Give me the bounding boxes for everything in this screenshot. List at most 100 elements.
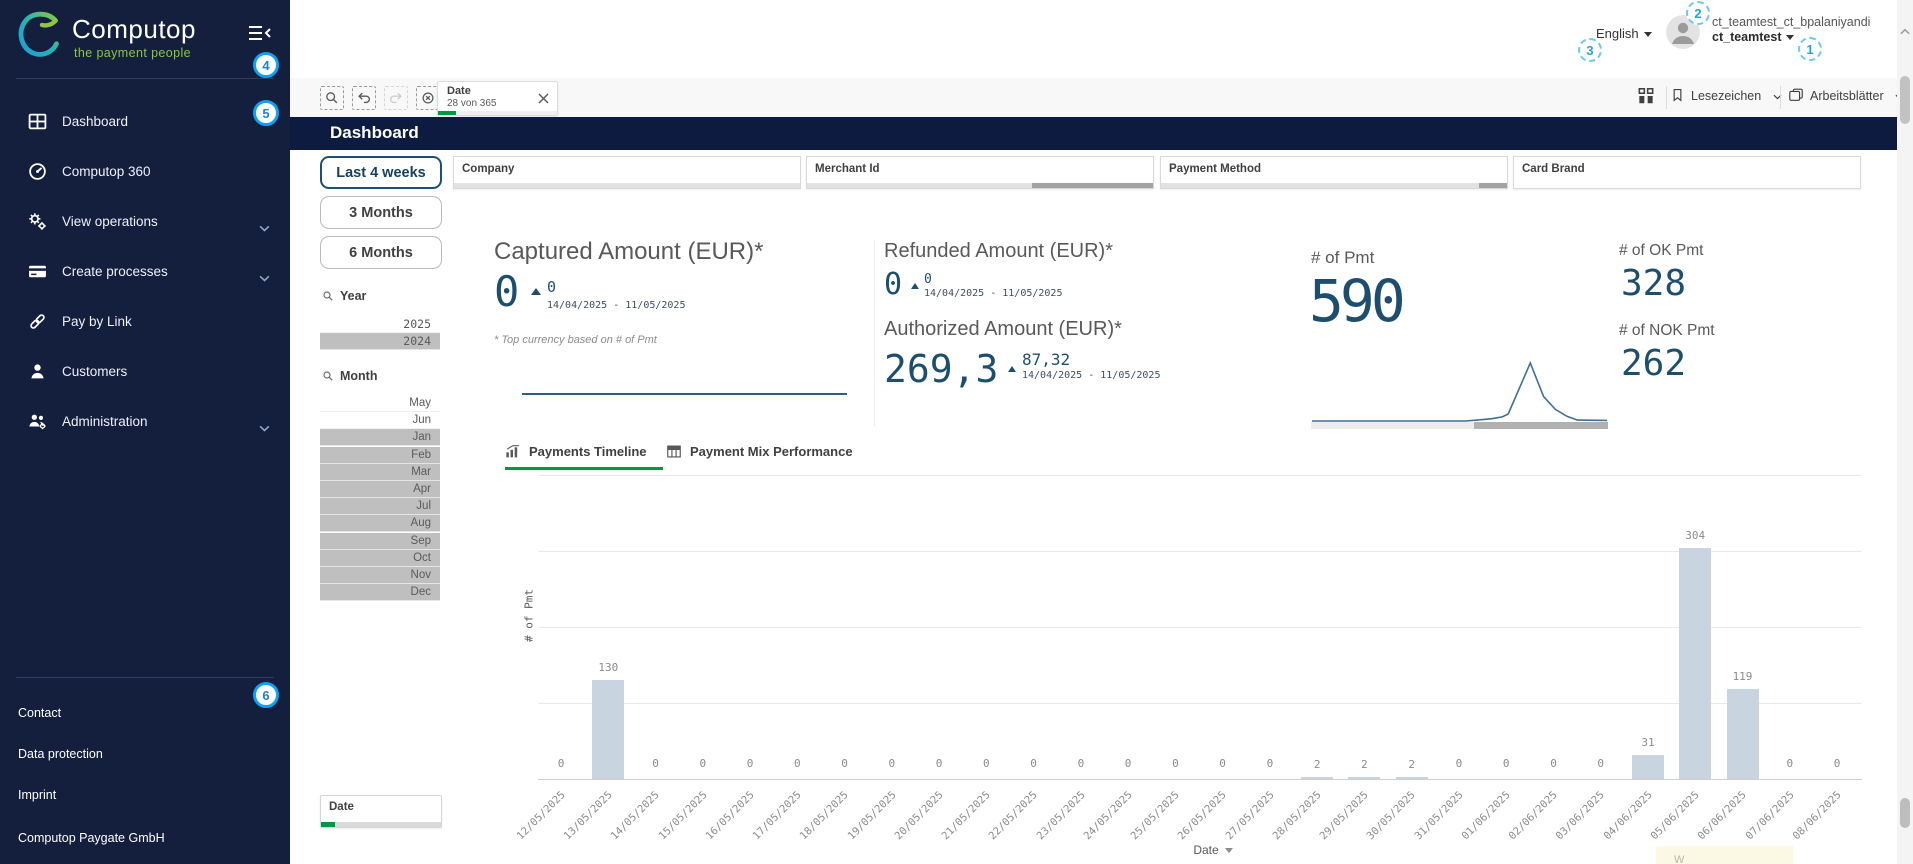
- step-back-button[interactable]: [352, 86, 376, 110]
- year-item-2025[interactable]: 2025: [320, 316, 440, 333]
- chevron-down-icon[interactable]: [259, 269, 270, 287]
- filter-box-card-brand[interactable]: Card Brand: [1513, 156, 1861, 189]
- date-filter-track: [321, 822, 441, 827]
- search-icon: [323, 291, 333, 301]
- quick-range-6-months[interactable]: 6 Months: [320, 236, 442, 269]
- chart-bar[interactable]: [1632, 755, 1664, 779]
- sidebar-item-administration[interactable]: Administration: [0, 397, 290, 447]
- filter-scrollbar-thumb[interactable]: [1479, 183, 1507, 188]
- sidebar-item-pay-by-link[interactable]: Pay by Link: [0, 297, 290, 347]
- quick-range-last-4-weeks[interactable]: Last 4 weeks: [320, 156, 442, 189]
- tab-label: Payments Timeline: [529, 444, 647, 459]
- chart-bar[interactable]: [1301, 777, 1334, 779]
- footer-link-imprint[interactable]: Imprint: [18, 788, 57, 802]
- language-selector[interactable]: English: [1596, 26, 1652, 41]
- scrollbar-thumb[interactable]: [1900, 76, 1910, 124]
- month-listbox-header[interactable]: Month: [322, 369, 377, 385]
- kpi-authorized-delta: 87,32: [1022, 350, 1071, 369]
- sidebar-item-computop-360[interactable]: Computop 360: [0, 147, 290, 197]
- sidebar-item-customers[interactable]: Customers: [0, 347, 290, 397]
- sidebar-item-create-processes[interactable]: Create processes: [0, 247, 290, 297]
- footer-link-data-protection[interactable]: Data protection: [18, 747, 103, 761]
- bar-value-label: 0: [841, 757, 848, 770]
- bar-value-label: 0: [1030, 757, 1037, 770]
- sidebar-item-view-operations[interactable]: View operations: [0, 197, 290, 247]
- month-item-jun[interactable]: Jun: [320, 412, 440, 430]
- month-item-aug[interactable]: Aug: [320, 515, 440, 533]
- captured-sparkline-flat: [522, 393, 847, 395]
- user-menu[interactable]: ct_teamtest: [1712, 30, 1795, 44]
- month-item-feb[interactable]: Feb: [320, 446, 440, 464]
- kpi-refunded-title: Refunded Amount (EUR)*: [884, 240, 1114, 262]
- filter-scrollbar-thumb[interactable]: [1032, 183, 1153, 188]
- kpi-authorized-title: Authorized Amount (EUR)*: [884, 318, 1122, 340]
- sidebar-collapse-button[interactable]: [248, 24, 272, 42]
- kpi-okpmt-value: 328: [1621, 263, 1687, 304]
- chart-bar[interactable]: [1348, 777, 1381, 779]
- chevron-down-icon[interactable]: [259, 219, 270, 237]
- chart-bar[interactable]: [592, 680, 625, 779]
- chart-x-axis-selector[interactable]: Date: [1168, 843, 1258, 857]
- month-item-sep[interactable]: Sep: [320, 532, 440, 550]
- year-item-2024[interactable]: 2024: [320, 333, 440, 350]
- sidebar: Computop the payment people Dashboard Com…: [0, 0, 290, 864]
- sheet-overview-button[interactable]: [1636, 86, 1658, 108]
- kpi-nokpmt-title: # of NOK Pmt: [1619, 322, 1715, 339]
- bar-value-label: 0: [1786, 757, 1794, 770]
- scroll-up-icon[interactable]: [1900, 28, 1910, 35]
- chevron-down-icon: [1224, 848, 1233, 854]
- date-filter-box[interactable]: Date: [320, 795, 442, 828]
- x-tick-text: 20/05/2025: [892, 789, 946, 843]
- month-item-dec[interactable]: Dec: [320, 584, 440, 602]
- month-item-oct[interactable]: Oct: [320, 549, 440, 567]
- filter-scrollbar-track[interactable]: [807, 183, 1153, 188]
- filter-box-payment-method[interactable]: Payment Method: [1160, 156, 1508, 189]
- close-icon[interactable]: [538, 93, 549, 104]
- sheets-button[interactable]: Arbeitsblätter: [1788, 87, 1904, 103]
- footer-link-contact[interactable]: Contact: [18, 706, 62, 720]
- month-item-jul[interactable]: Jul: [320, 498, 440, 516]
- scrollbar[interactable]: [1897, 0, 1913, 864]
- month-item-apr[interactable]: Apr: [320, 481, 440, 498]
- year-listbox-label: Year: [340, 289, 367, 303]
- tab-payment-mix-performance[interactable]: Payment Mix Performance: [666, 444, 853, 468]
- selections-toolbar: Date 28 von 365 Lesezeichen: [290, 78, 1904, 118]
- x-tick-text: 29/05/2025: [1317, 789, 1371, 843]
- sparkline-scrollbar-thumb[interactable]: [1474, 422, 1608, 429]
- month-item-nov[interactable]: Nov: [320, 567, 440, 584]
- bar-chart-icon: [506, 445, 519, 458]
- x-tick-text: 02/06/2025: [1506, 789, 1560, 843]
- quick-range-3-months[interactable]: 3 Months: [320, 196, 442, 229]
- x-tick-text: 23/05/2025: [1034, 789, 1088, 843]
- date-selection-chip[interactable]: Date 28 von 365: [437, 81, 558, 116]
- chart-x-axis-line: [538, 779, 1862, 780]
- sparkline-scrollbar-track[interactable]: [1311, 422, 1474, 429]
- toolbar-divider: [1780, 86, 1781, 109]
- scrollbar-thumb-lower[interactable]: [1900, 798, 1910, 828]
- chevron-down-icon[interactable]: [259, 419, 270, 437]
- chart-bar[interactable]: [1395, 777, 1428, 779]
- step-forward-button[interactable]: [384, 86, 408, 110]
- filter-box-company[interactable]: Company: [453, 156, 801, 189]
- bookmarks-button[interactable]: Lesezeichen: [1670, 87, 1782, 103]
- x-tick-text: 08/06/2025: [1790, 789, 1844, 843]
- filter-scrollbar-track[interactable]: [454, 183, 800, 188]
- sidebar-item-label: Computop 360: [62, 164, 151, 179]
- month-item-jan[interactable]: Jan: [320, 429, 440, 447]
- kpi-captured-title: Captured Amount (EUR)*: [494, 238, 764, 265]
- tab-payments-timeline[interactable]: Payments Timeline: [505, 444, 647, 468]
- smart-search-button[interactable]: [320, 86, 344, 110]
- kpi-captured-value: 0: [494, 267, 520, 316]
- filter-scrollbar-track[interactable]: [1161, 183, 1507, 188]
- year-listbox-header[interactable]: Year: [322, 289, 366, 305]
- sidebar-item-dashboard[interactable]: Dashboard: [0, 97, 290, 147]
- chart-bar[interactable]: [1679, 548, 1712, 779]
- chart-gridline: [538, 627, 1862, 628]
- month-listbox-label: Month: [340, 369, 378, 383]
- month-item-mar[interactable]: Mar: [320, 463, 440, 481]
- bar-value-label: 0: [793, 757, 801, 770]
- kpi-authorized-range: 14/04/2025 - 11/05/2025: [1022, 370, 1161, 381]
- filter-box-merchant-id[interactable]: Merchant Id: [806, 156, 1154, 189]
- chart-bar[interactable]: [1726, 688, 1759, 779]
- month-item-may[interactable]: May: [320, 395, 440, 412]
